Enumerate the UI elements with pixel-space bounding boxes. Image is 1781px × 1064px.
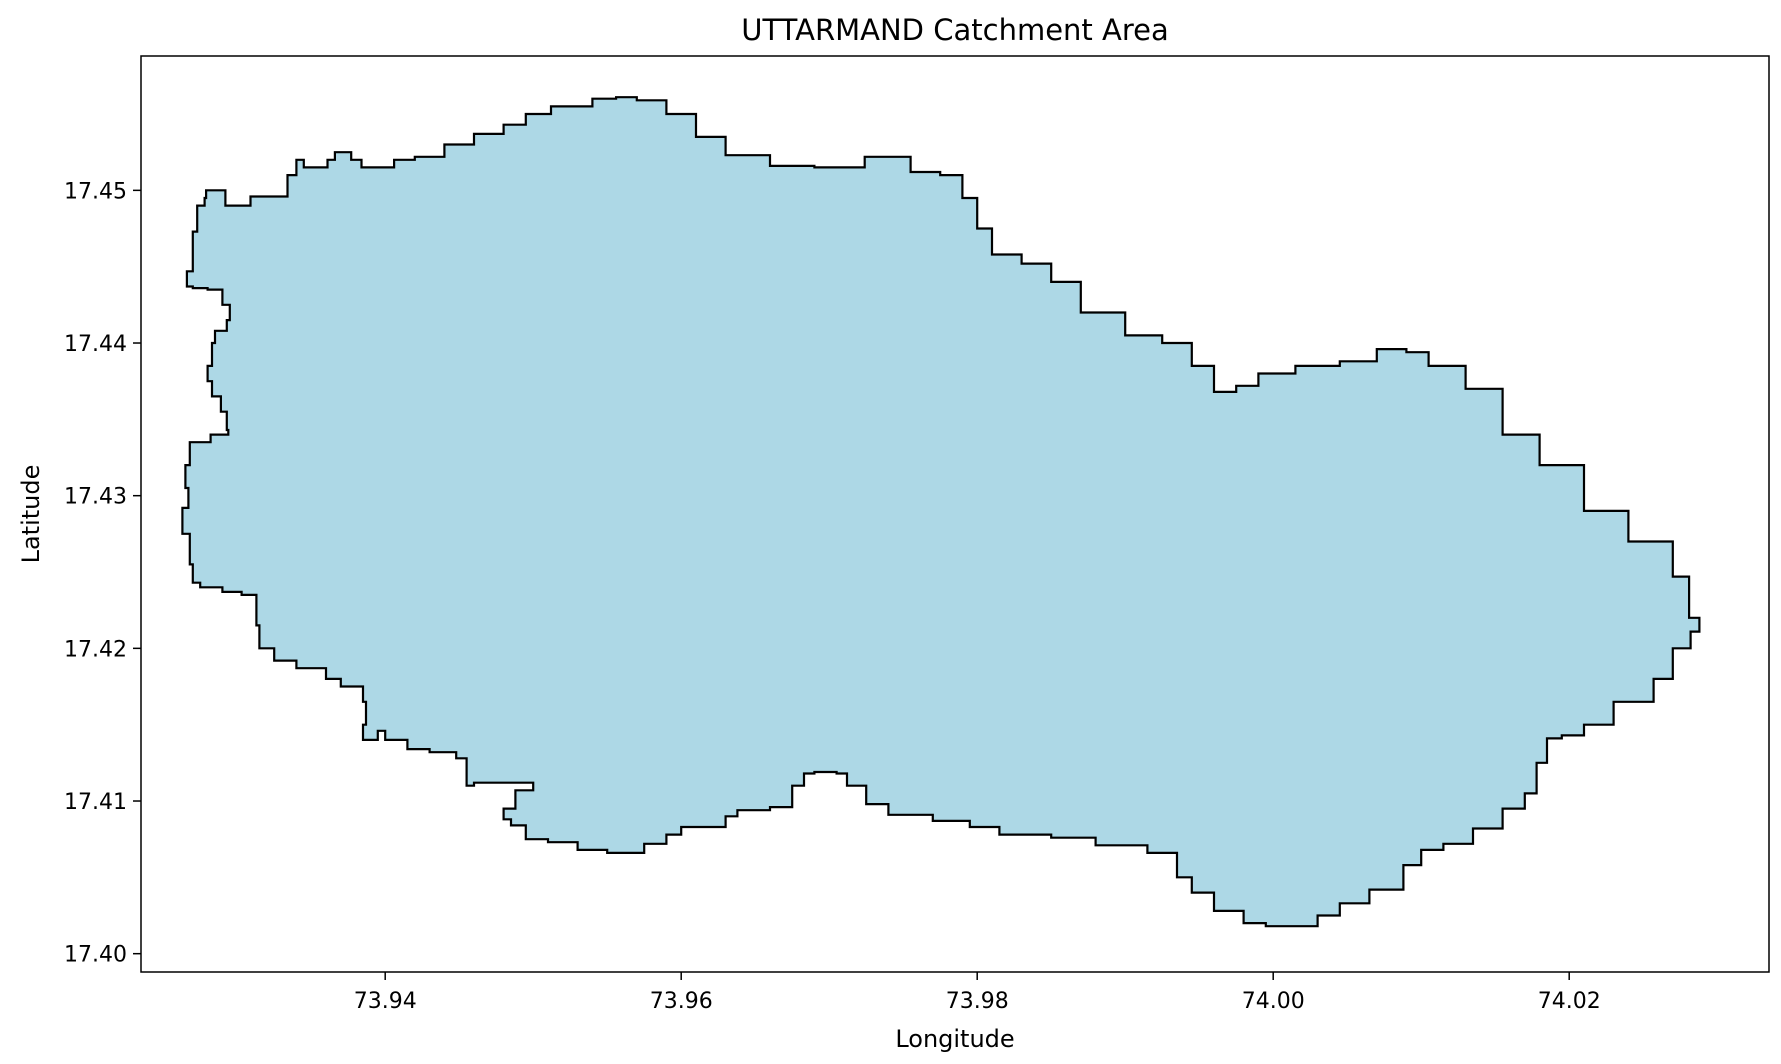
chart-title: UTTARMAND Catchment Area [741, 13, 1169, 47]
y-tick-label: 17.45 [64, 179, 127, 204]
x-axis-label: Longitude [895, 1025, 1014, 1053]
y-tick-label: 17.43 [64, 485, 127, 510]
y-axis: 17.40 17.41 17.42 17.43 17.44 17.45 [64, 179, 141, 968]
y-axis-label: Latitude [17, 465, 45, 564]
plot-area [181, 96, 1701, 928]
y-tick-label: 17.44 [64, 332, 127, 357]
axes-frame [140, 55, 1770, 973]
y-tick-label: 17.41 [64, 790, 127, 815]
x-tick-label: 74.02 [1538, 989, 1601, 1014]
x-tick-label: 73.94 [354, 989, 417, 1014]
x-tick-label: 73.98 [946, 989, 1009, 1014]
y-tick-label: 17.40 [64, 943, 127, 968]
catchment-polygon [181, 96, 1701, 928]
y-tick-label: 17.42 [64, 637, 127, 662]
x-tick-label: 74.00 [1242, 989, 1305, 1014]
x-tick-label: 73.96 [650, 989, 713, 1014]
x-axis: 73.94 73.96 73.98 74.00 74.02 [354, 972, 1601, 1014]
